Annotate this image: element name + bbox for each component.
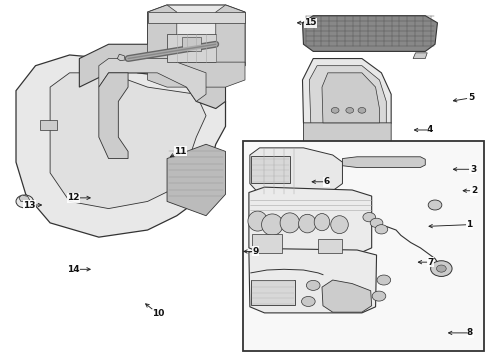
Polygon shape [99, 73, 128, 158]
Text: 8: 8 [467, 328, 473, 337]
Polygon shape [343, 157, 425, 167]
Polygon shape [413, 53, 427, 59]
Text: 1: 1 [466, 220, 472, 229]
Polygon shape [117, 54, 125, 61]
Polygon shape [167, 144, 225, 216]
Circle shape [372, 291, 386, 301]
Text: 15: 15 [304, 18, 317, 27]
Circle shape [370, 218, 383, 228]
Polygon shape [249, 187, 372, 254]
Text: 4: 4 [427, 126, 433, 135]
Text: 3: 3 [470, 165, 476, 174]
Polygon shape [302, 16, 438, 51]
Circle shape [428, 200, 442, 210]
Text: 9: 9 [252, 247, 259, 256]
Polygon shape [79, 44, 225, 109]
Polygon shape [50, 73, 206, 208]
Text: 14: 14 [67, 265, 80, 274]
Circle shape [301, 296, 315, 306]
Polygon shape [250, 148, 343, 194]
Circle shape [358, 108, 366, 113]
Ellipse shape [298, 214, 316, 233]
Text: 10: 10 [152, 310, 165, 319]
Circle shape [16, 195, 33, 208]
Circle shape [431, 261, 452, 276]
Polygon shape [216, 5, 245, 73]
Circle shape [306, 280, 320, 291]
Text: 12: 12 [67, 193, 80, 202]
Polygon shape [309, 66, 386, 141]
Bar [40, 120, 57, 130]
Text: 2: 2 [471, 186, 477, 195]
Polygon shape [249, 249, 376, 313]
Polygon shape [147, 12, 245, 23]
Text: 11: 11 [174, 147, 187, 156]
Circle shape [375, 225, 388, 234]
Circle shape [377, 275, 391, 285]
Polygon shape [322, 280, 372, 312]
Text: 6: 6 [324, 177, 330, 186]
Bar [252, 234, 282, 253]
Polygon shape [302, 59, 391, 144]
Polygon shape [322, 73, 379, 123]
Polygon shape [147, 62, 245, 87]
Polygon shape [99, 59, 206, 102]
Bar [267, 166, 323, 184]
Bar [251, 156, 290, 183]
Text: 5: 5 [468, 93, 474, 102]
Polygon shape [16, 55, 225, 237]
Text: 7: 7 [427, 258, 433, 267]
Bar [167, 33, 216, 62]
Polygon shape [147, 5, 245, 73]
Circle shape [331, 108, 339, 113]
Polygon shape [147, 5, 177, 73]
Bar [318, 239, 343, 253]
Ellipse shape [248, 211, 268, 231]
Bar [251, 280, 294, 305]
Polygon shape [19, 195, 30, 202]
Circle shape [437, 265, 446, 272]
Ellipse shape [331, 216, 348, 234]
Ellipse shape [262, 214, 283, 235]
Bar [182, 37, 201, 51]
Circle shape [346, 108, 354, 113]
Text: 13: 13 [24, 201, 36, 210]
Circle shape [363, 212, 375, 222]
Ellipse shape [280, 213, 299, 233]
Bar [243, 141, 484, 351]
Polygon shape [303, 123, 391, 152]
Ellipse shape [314, 213, 330, 231]
